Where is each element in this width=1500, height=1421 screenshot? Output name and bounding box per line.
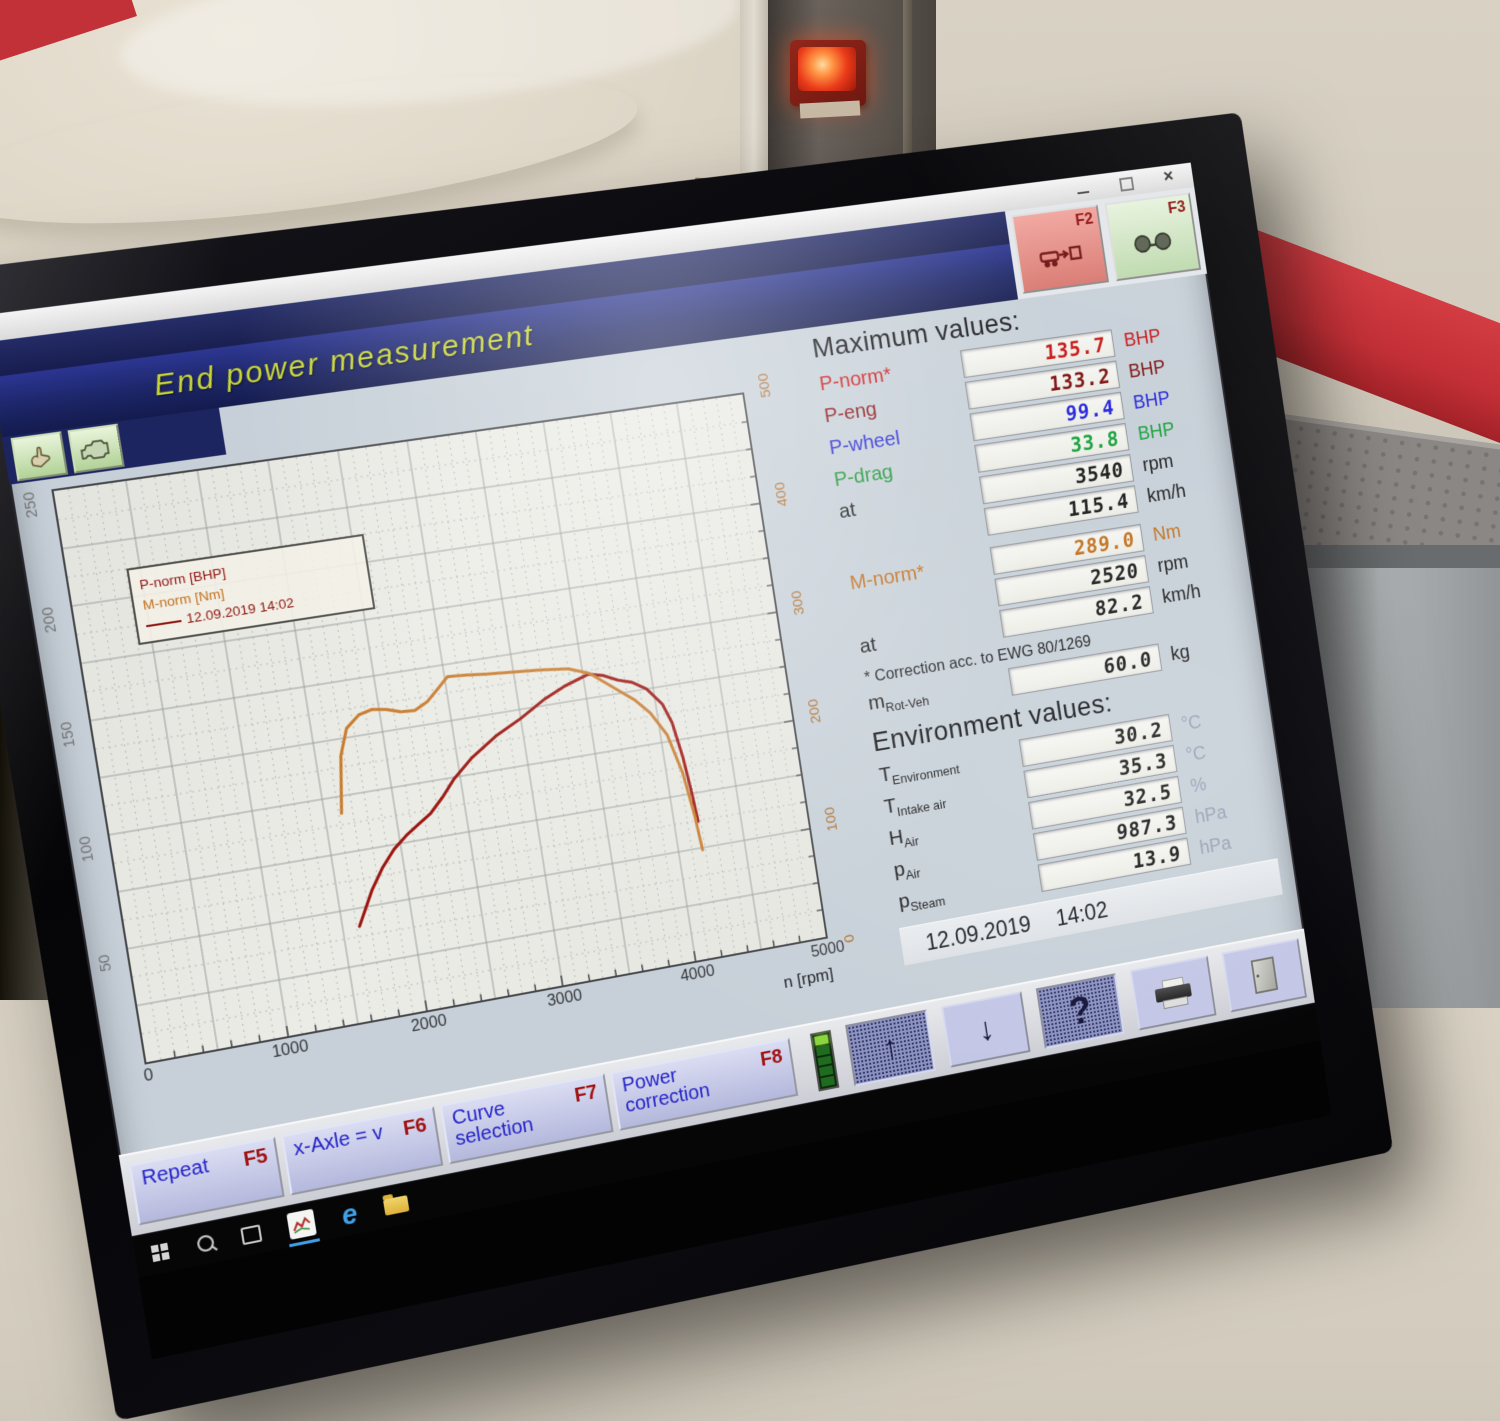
right-tick-label: 500 bbox=[754, 372, 775, 399]
right-tick-label: 0 bbox=[840, 932, 858, 944]
edge-browser-icon[interactable]: e bbox=[339, 1198, 360, 1232]
right-tick-label: 300 bbox=[787, 589, 808, 617]
question-mark-icon: ? bbox=[1066, 987, 1095, 1034]
scroll-up-button[interactable]: ↑ bbox=[845, 1009, 937, 1087]
search-icon[interactable] bbox=[196, 1233, 216, 1254]
x-tick-label: 5000 bbox=[809, 938, 846, 962]
function-button-label: Power correction bbox=[620, 1064, 712, 1118]
x-tick-label: 4000 bbox=[679, 962, 716, 986]
engine-mode-button[interactable] bbox=[67, 423, 125, 474]
close-icon[interactable]: × bbox=[1162, 165, 1175, 187]
task-view-icon[interactable] bbox=[240, 1223, 263, 1245]
dyno-monitor: × End power measurement F2 bbox=[0, 112, 1394, 1421]
chart-toolstrip bbox=[1, 329, 809, 485]
f2-key-label: F2 bbox=[1073, 208, 1095, 230]
hand-icon bbox=[24, 441, 56, 472]
help-button[interactable]: ? bbox=[1036, 973, 1125, 1049]
file-explorer-icon[interactable] bbox=[383, 1195, 410, 1216]
left-tick-label: 200 bbox=[37, 605, 60, 635]
red-alarm-light bbox=[790, 40, 866, 106]
function-key-label: F5 bbox=[241, 1144, 270, 1172]
dyno-rollers-icon bbox=[1127, 226, 1181, 259]
plot-canvas bbox=[54, 395, 826, 1063]
chart-region: P-norm [BHP] M-norm [Nm] 12.09.2019 14:02 … bbox=[1, 329, 905, 1155]
chart: P-norm [BHP] M-norm [Nm] 12.09.2019 14:02 … bbox=[19, 372, 881, 1113]
engine-icon bbox=[78, 434, 113, 463]
function-button-label: x-Axle = v bbox=[292, 1121, 385, 1161]
wall-pillar bbox=[740, 0, 768, 175]
toolstrip-navy bbox=[1, 407, 227, 485]
exit-button[interactable] bbox=[1221, 938, 1307, 1013]
minimize-icon[interactable] bbox=[1074, 180, 1092, 197]
function-button-label: Curve selection bbox=[450, 1097, 535, 1151]
left-tick-label: 100 bbox=[75, 834, 98, 864]
right-tick-label: 100 bbox=[820, 805, 841, 833]
alarm-bracket bbox=[799, 100, 861, 119]
alarm-lens bbox=[798, 47, 856, 91]
left-tick-label: 150 bbox=[56, 720, 79, 749]
x-tick-label: 1000 bbox=[270, 1037, 310, 1062]
plot-area: P-norm [BHP] M-norm [Nm] 12.09.2019 14:02 bbox=[51, 392, 828, 1065]
main-area: P-norm [BHP] M-norm [Nm] 12.09.2019 14:02 … bbox=[1, 274, 1304, 1155]
left-tick-label: 50 bbox=[94, 953, 115, 974]
f3-rollers-button[interactable]: F3 bbox=[1104, 192, 1202, 282]
dyno-screen: × End power measurement F2 bbox=[0, 162, 1332, 1360]
status-led-bar bbox=[809, 1029, 840, 1092]
door-exit-icon bbox=[1250, 956, 1279, 995]
f2-drive-on-button[interactable]: F2 bbox=[1011, 204, 1110, 294]
maximize-icon[interactable] bbox=[1117, 175, 1135, 192]
down-arrow-icon: ↓ bbox=[975, 1009, 997, 1049]
left-tick-label: 250 bbox=[19, 490, 42, 520]
car-on-roller-icon bbox=[1036, 239, 1086, 269]
x-tick-label: 0 bbox=[142, 1066, 155, 1086]
windows-start-icon[interactable] bbox=[150, 1242, 171, 1263]
measurement-date: 12.09.2019 bbox=[923, 910, 1033, 955]
right-tick-label: 200 bbox=[804, 697, 824, 725]
f3-key-label: F3 bbox=[1166, 197, 1187, 218]
printer-icon bbox=[1153, 976, 1193, 1011]
hand-mode-button[interactable] bbox=[10, 431, 69, 482]
function-button-label: Repeat bbox=[140, 1154, 211, 1191]
dyno-app-icon[interactable] bbox=[286, 1208, 317, 1240]
x-tick-label: 2000 bbox=[409, 1012, 448, 1036]
scroll-down-button[interactable]: ↓ bbox=[941, 991, 1031, 1068]
curve-P-norm bbox=[326, 661, 705, 927]
print-button[interactable] bbox=[1129, 955, 1217, 1031]
right-tick-label: 400 bbox=[771, 481, 791, 508]
measurement-time: 14:02 bbox=[1054, 896, 1110, 931]
function-key-label: F6 bbox=[401, 1113, 429, 1141]
up-arrow-icon: ↑ bbox=[880, 1027, 902, 1068]
x-tick-label: 3000 bbox=[546, 987, 584, 1011]
